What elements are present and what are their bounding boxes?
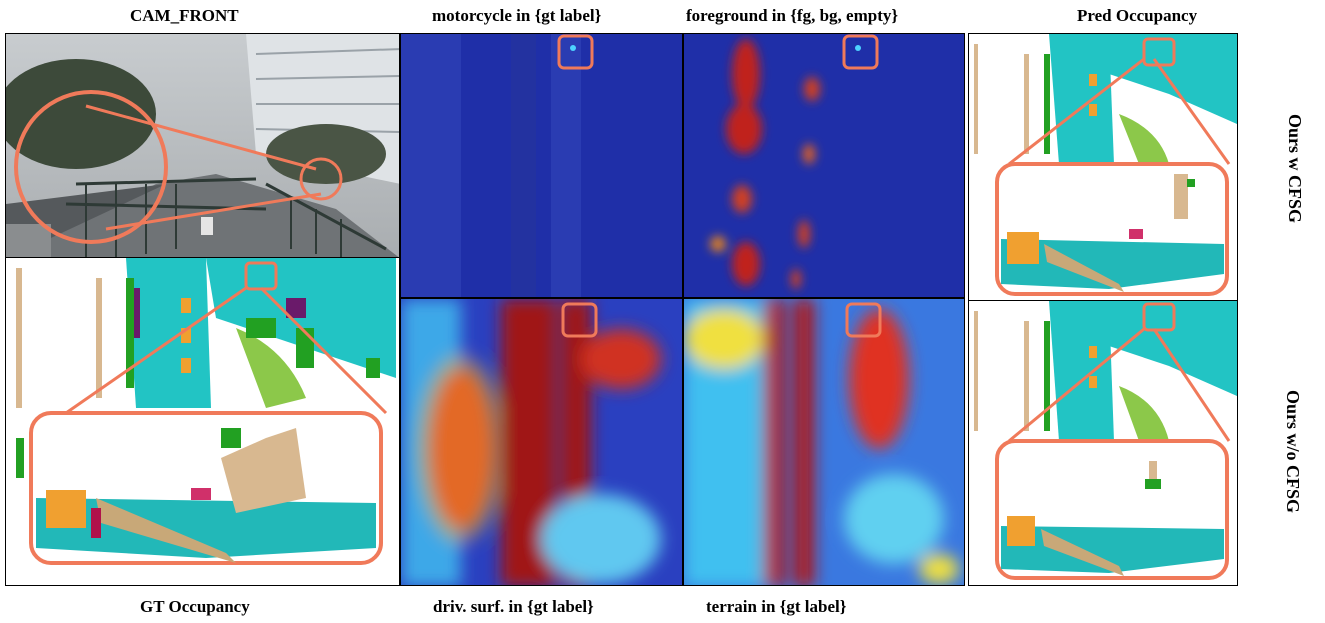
label-cam-front: CAM_FRONT [130,6,239,25]
gt-occupancy-panel [5,258,400,586]
heatmap-terrain [683,298,965,586]
heatmap-foreground [683,33,965,298]
heatmap-motorcycle [400,33,683,298]
label-pred-occupancy: Pred Occupancy [1077,6,1198,25]
label-ours-w-cfsg: Ours w CFSG [1285,113,1306,224]
cam-front-image [5,33,400,258]
pred-occupancy-with-cfsg [968,33,1238,301]
heatmap-drivable-surface [400,298,683,586]
label-terrain: terrain in {gt label} [706,597,847,616]
label-driv-surf: driv. surf. in {gt label} [433,597,594,616]
label-gt-occupancy: GT Occupancy [140,597,250,616]
label-foreground: foreground in {fg, bg, empty} [686,6,899,25]
pred-occupancy-without-cfsg [968,301,1238,586]
label-ours-wo-cfsg: Ours w/o CFSG [1283,389,1304,514]
label-motorcycle: motorcycle in {gt label} [432,6,602,25]
